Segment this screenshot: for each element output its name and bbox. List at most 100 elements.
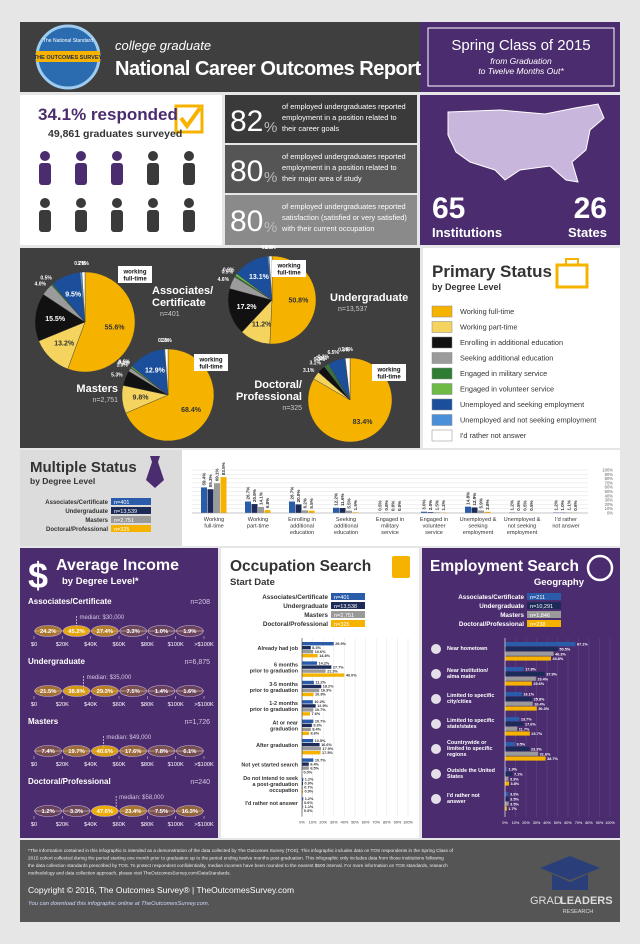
x-tick-label: 50% <box>554 821 562 825</box>
value-label: 0.5% <box>378 501 383 511</box>
value-label: 16.6% <box>321 743 332 747</box>
income-bin <box>147 685 176 697</box>
legend-n: n=401 <box>334 595 349 601</box>
value-label: 1.2% <box>554 500 559 510</box>
value-label: 0.0% <box>391 501 396 511</box>
legend-subtitle: by Degree Level <box>432 282 501 292</box>
y-tick-label: city/cities <box>447 699 472 705</box>
x-tick-label: full-time <box>204 524 224 530</box>
people-other <box>39 151 195 232</box>
y-tick-label: 6 months <box>274 662 298 668</box>
income-bin <box>91 805 119 817</box>
pie-value-label: 0.5% <box>40 276 52 282</box>
income-bin <box>91 745 119 757</box>
income-bin <box>34 685 62 697</box>
y-tick-label: Near institution/ <box>447 668 489 674</box>
category-icon <box>431 719 441 729</box>
x-tick-label: part-time <box>247 524 269 530</box>
bar <box>302 661 318 665</box>
y-tick-label: a post-graduation <box>252 782 298 788</box>
bar <box>505 717 520 722</box>
value-label: 10.7% <box>315 720 326 724</box>
legend-swatch <box>111 525 151 532</box>
value-label: 1.7% <box>508 807 517 811</box>
pie-value-label: 13.2% <box>54 341 75 348</box>
x-tick-label: $100K <box>168 762 184 768</box>
bar <box>505 771 513 776</box>
institutions-value: 65 <box>432 192 465 225</box>
stat-text: of employed undergraduates reported <box>282 152 406 161</box>
value-label: 17.8% <box>525 668 536 672</box>
stat-text: of employed undergraduates reported <box>282 202 406 211</box>
value-label: 1.2% <box>441 500 446 510</box>
value-label: 37.9% <box>546 673 557 677</box>
y-tick-label: 50% <box>605 489 614 494</box>
y-tick-label: Limited to specific <box>447 693 494 699</box>
callout-text: full-time <box>123 277 147 283</box>
y-tick-label: prior to graduation <box>250 668 298 674</box>
income-bin <box>147 745 176 757</box>
value-label: 9.5% <box>516 743 525 747</box>
logo-text: RESEARCH <box>563 909 594 915</box>
bar <box>505 767 507 772</box>
stat-unit: % <box>264 169 277 186</box>
callout-text: full-time <box>377 375 401 381</box>
pie-name: Certificate <box>152 297 206 309</box>
value-label: 3.0% <box>422 499 427 509</box>
value-label: 7.1% <box>514 773 523 777</box>
x-tick-label: Unemployed & <box>504 517 541 523</box>
bar <box>302 719 314 723</box>
bar <box>505 776 509 781</box>
value-label: 3.3% <box>70 809 83 815</box>
x-tick-label: >$100K <box>194 642 214 648</box>
category-icon <box>431 744 441 754</box>
value-label: 20.8% <box>252 489 257 502</box>
legend-swatch <box>111 516 151 523</box>
value-label: 10.6% <box>315 650 326 654</box>
income-bin <box>91 685 119 697</box>
person-body <box>147 210 159 232</box>
chart-subtitle: by Degree Level <box>30 476 95 486</box>
income-bin <box>119 685 147 697</box>
pie-value-label: 1.8% <box>341 347 353 353</box>
value-label: 17.9% <box>322 747 333 751</box>
pie-value-label: 50.8% <box>288 298 309 305</box>
y-tick-label: Do not intend to seek <box>243 776 298 782</box>
legend-n: n=10,291 <box>530 604 553 610</box>
x-tick-label: $100K <box>168 642 184 648</box>
value-label: 25.8% <box>534 698 545 702</box>
y-tick-label: Limited to specific <box>447 718 494 724</box>
pie-value-label: 4.0% <box>35 282 47 288</box>
check-mark <box>179 106 202 130</box>
bar <box>505 801 509 806</box>
value-label: 14.2% <box>319 661 330 665</box>
stat-text: satisfaction (satisfied or very satisfie… <box>282 213 407 222</box>
person-head <box>148 198 158 208</box>
pie-value-label: 15.5% <box>45 316 66 323</box>
bar <box>295 504 302 513</box>
y-tick-label: 1-2 months <box>269 701 298 707</box>
bar <box>220 477 227 513</box>
bar <box>505 651 554 656</box>
x-tick-label: $0 <box>31 702 37 708</box>
y-tick-label: answer <box>447 799 466 805</box>
pie-n: n=325 <box>282 405 302 412</box>
legend-swatch <box>527 611 561 618</box>
person-body <box>147 163 159 185</box>
x-tick-label: additional <box>334 524 358 530</box>
value-label: 16.3% <box>321 689 332 693</box>
x-tick-label: service <box>381 530 399 536</box>
person-head <box>112 198 122 208</box>
stat-value: 80 <box>230 205 263 238</box>
stat-panel <box>225 145 417 193</box>
chart-title: Multiple Status <box>30 459 137 476</box>
value-label: 24.2% <box>40 629 56 635</box>
x-tick-label: service <box>425 530 443 536</box>
value-label: 55.3% <box>208 474 213 487</box>
legend-label: Engaged in military service <box>460 369 547 378</box>
bar <box>421 511 427 513</box>
value-label: 0.5% <box>516 501 521 511</box>
bar <box>302 739 314 743</box>
bar <box>471 507 478 513</box>
value-label: 1.2% <box>510 500 515 510</box>
